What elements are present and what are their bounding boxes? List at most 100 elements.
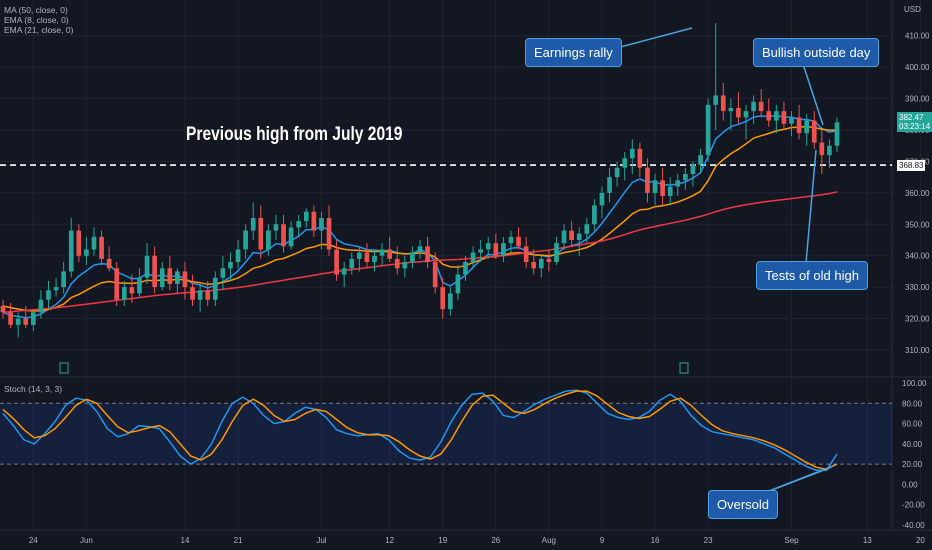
candle-body (827, 145, 832, 156)
candle-body (592, 205, 597, 225)
tests-of-old-high-callout: Tests of old high (756, 261, 868, 290)
price-tick-label: 390.00 (905, 95, 930, 104)
candle-body (455, 274, 461, 294)
candle-body (8, 312, 13, 325)
legend-ma50[interactable]: MA (50, close, 0) (4, 5, 68, 15)
earnings-marker-icon (679, 362, 689, 374)
candle-body (645, 167, 650, 193)
outside-day-pointer (802, 63, 824, 126)
candle-body (379, 249, 385, 256)
oversold-pointer-2 (763, 465, 834, 494)
candle-body (235, 249, 241, 262)
candle-body (114, 268, 120, 300)
candle-body (23, 318, 29, 325)
oversold-callout: Oversold (708, 490, 779, 519)
candle-body (334, 249, 339, 275)
price-tick-label: 360.00 (905, 189, 930, 198)
legend-ema21[interactable]: EMA (21, close, 0) (4, 25, 74, 35)
price-tick-label: 400.00 (905, 63, 930, 72)
candle-body (410, 252, 415, 262)
candle-body (766, 111, 772, 121)
price-tick-label: 340.00 (905, 252, 930, 261)
bar-countdown: 03:23:14 (899, 122, 931, 131)
candle-body (751, 101, 756, 112)
candle-body (159, 268, 165, 288)
stoch-d-line (2, 390, 838, 470)
candle-body (38, 299, 44, 313)
candle-body (250, 218, 256, 231)
last-price-tag: 382.47 03:23:14 (897, 112, 932, 132)
candle-body (266, 230, 271, 250)
candle-body (0, 306, 6, 313)
candle-body (243, 230, 248, 250)
candle-body (804, 120, 810, 134)
time-tick-label: 26 (491, 536, 500, 545)
candle-body (796, 117, 802, 134)
time-tick-label: Jul (316, 536, 326, 545)
ema21-line (2, 125, 838, 312)
stoch-tick-label: 100.00 (902, 379, 927, 388)
candle-body (834, 122, 840, 146)
candle-body (720, 95, 726, 112)
stoch-tick-label: 0.00 (902, 480, 918, 489)
stoch-k-line (2, 389, 838, 471)
candle-body (220, 268, 226, 278)
candle-body (811, 120, 817, 143)
main-legend: MA (50, close, 0) EMA (8, close, 0) EMA … (4, 5, 73, 35)
candle-body (76, 230, 82, 256)
earnings-rally-callout: Earnings rally (525, 38, 622, 67)
candle-body (46, 290, 51, 300)
candle-body (15, 318, 21, 325)
candle-body (84, 249, 89, 256)
price-tick-label: 310.00 (905, 346, 930, 355)
time-tick-label: 21 (234, 536, 243, 545)
candle-body (152, 255, 157, 288)
time-tick-label: 9 (600, 536, 605, 545)
candle-body (121, 287, 127, 300)
candle-body (99, 236, 104, 259)
candle-body (440, 287, 446, 310)
candle-body (485, 243, 491, 250)
legend-ema8[interactable]: EMA (8, close, 0) (4, 15, 69, 25)
candle-body (387, 249, 393, 259)
candle-body (546, 258, 552, 262)
price-tick-label: 410.00 (905, 32, 930, 41)
candle-body (273, 224, 279, 231)
candle-body (258, 218, 264, 250)
candle-body (736, 108, 741, 118)
candle-body (53, 287, 59, 291)
candle-body (531, 262, 537, 269)
stoch-tick-label: 40.00 (902, 440, 923, 449)
stoch-legend[interactable]: Stoch (14, 3, 3) (4, 384, 63, 394)
candle-body (576, 233, 582, 240)
candle-body (349, 258, 355, 269)
candle-body (478, 249, 483, 253)
candle-body (30, 312, 36, 325)
candle-body (789, 117, 794, 124)
currency-label: USD (904, 5, 921, 14)
candle-body (296, 221, 302, 228)
candle-body (508, 236, 514, 244)
time-tick-label: 19 (438, 536, 447, 545)
candle-body (144, 255, 150, 278)
candle-body (106, 258, 112, 269)
candle-body (205, 290, 211, 300)
tests-pointer (805, 149, 817, 264)
candle-body (319, 218, 324, 231)
candle-body (554, 243, 559, 262)
candle-body (357, 252, 362, 259)
earnings-pointer (608, 27, 693, 51)
candle-body (137, 277, 142, 294)
candle-body (463, 262, 468, 275)
stoch-tick-label: 60.00 (902, 420, 923, 429)
candle-body (516, 236, 521, 247)
last-price-value: 382.47 (899, 113, 924, 122)
time-tick-label: 13 (863, 536, 872, 545)
ma50-line (2, 191, 838, 314)
candle-body (303, 211, 309, 222)
candle-body (212, 277, 218, 300)
candle-body (774, 111, 779, 121)
stoch-band (0, 403, 892, 465)
time-tick-label: 23 (704, 536, 713, 545)
